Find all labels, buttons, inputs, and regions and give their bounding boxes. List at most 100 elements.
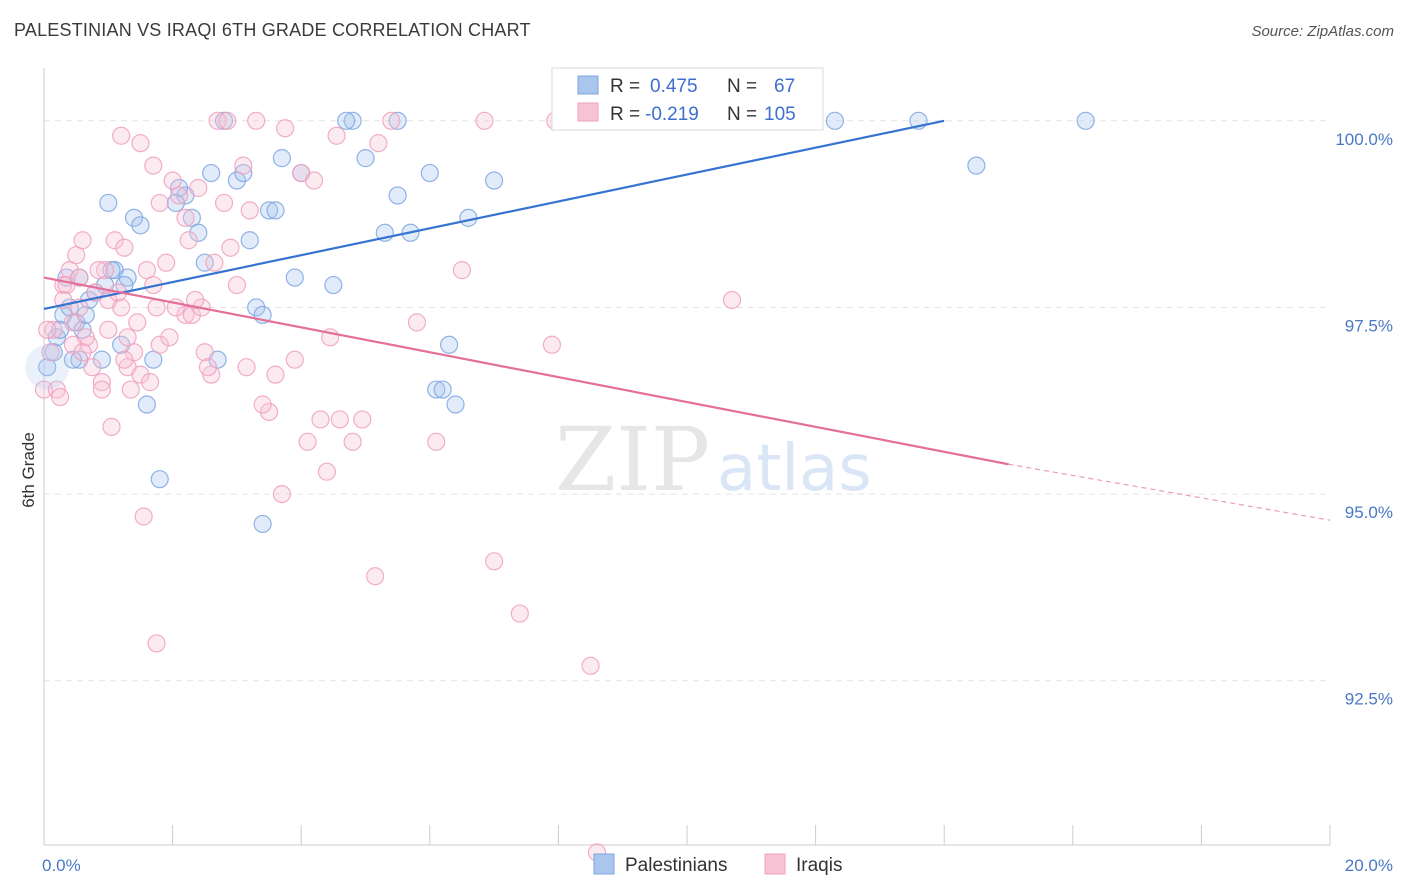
iraqis-point	[83, 358, 102, 377]
iraqis-point	[144, 156, 163, 175]
palestinians-point	[420, 163, 439, 183]
stats-legend: R = 0.475 N = 67 R = -0.219 N = 105	[551, 67, 824, 131]
iraqis-point	[92, 380, 111, 399]
iraqis-point	[195, 343, 214, 362]
iraqis-point	[38, 320, 57, 339]
gridlines	[44, 120, 1330, 682]
iraqis-trend-extension	[1008, 463, 1331, 521]
chart-source: Source: ZipAtlas.com	[1251, 23, 1394, 40]
iraqis-point	[272, 484, 292, 504]
iraqis-point	[99, 320, 118, 339]
iraqis-point	[160, 328, 179, 347]
palestinians-point	[272, 149, 292, 168]
iraqis-point	[285, 350, 304, 369]
watermark: ZIP atlas	[555, 408, 872, 511]
iraqis-point	[485, 552, 504, 571]
legend-n-value-1: 67	[774, 76, 795, 97]
iraqis-point	[237, 358, 256, 377]
iraqis-point	[247, 111, 266, 130]
x-tick-labels: 0.0% 20.0%	[42, 856, 1393, 875]
data-points	[25, 111, 1095, 862]
palestinians-point	[266, 201, 285, 220]
palestinians-cluster-marker	[25, 345, 70, 390]
iraqis-point	[176, 208, 195, 227]
legend-n-value-2: 105	[764, 104, 796, 125]
palestinians-point	[253, 514, 272, 534]
palestinians-point	[63, 350, 83, 369]
iraqis-point	[218, 111, 237, 130]
iraqis-point	[157, 253, 176, 272]
y-axis-label: 6th Grade	[19, 432, 38, 508]
series-legend: Palestinians Iraqis	[593, 853, 842, 876]
iraqis-point	[73, 343, 92, 362]
iraqis-point	[317, 462, 337, 481]
iraqis-point	[92, 373, 111, 392]
iraqis-point	[50, 387, 70, 407]
palestinians-point	[234, 163, 253, 183]
iraqis-point	[382, 111, 401, 130]
palestinians-point	[356, 149, 375, 168]
legend-r-label-1: R =	[610, 76, 640, 97]
palestinians-point	[388, 111, 407, 130]
iraqis-point	[214, 193, 234, 213]
palestinians-point	[131, 216, 150, 235]
watermark-atlas: atlas	[717, 432, 872, 506]
iraqis-point	[475, 111, 494, 130]
legend-r-value-1: 0.475	[650, 76, 698, 97]
iraqis-point	[147, 634, 166, 653]
iraqis-point	[208, 111, 227, 130]
iraqis-point	[198, 358, 218, 377]
iraqis-point	[115, 238, 134, 257]
watermark-zip: ZIP	[555, 408, 710, 511]
axes	[43, 68, 1331, 846]
palestinians-point	[150, 470, 169, 489]
palestinians-point	[240, 231, 259, 250]
iraqis-point	[330, 410, 349, 429]
palestinians-point	[102, 261, 121, 280]
x-tick-label-1: 20.0%	[1345, 856, 1393, 875]
palestinians-point	[967, 156, 986, 175]
iraqis-point	[179, 231, 198, 250]
y-tick-label-1: 97.5%	[1345, 316, 1393, 335]
palestinians-point	[195, 253, 214, 272]
legend-swatch-iraqis	[577, 102, 599, 122]
palestinians-point	[189, 223, 208, 242]
palestinians-point	[285, 268, 304, 287]
y-tick-label-0: 100.0%	[1335, 130, 1393, 149]
palestinians-point	[324, 275, 343, 295]
series-legend-iraqis: Iraqis	[796, 855, 842, 876]
iraqis-point	[118, 328, 137, 347]
iraqis-point	[581, 656, 600, 675]
iraqis-point	[311, 410, 330, 429]
iraqis-point	[44, 320, 63, 339]
iraqis-point	[221, 238, 240, 257]
palestinians-point	[446, 395, 465, 414]
iraqis-point	[95, 261, 115, 280]
legend-r-value-2: -0.219	[645, 104, 699, 125]
x-tick-label-0: 0.0%	[42, 856, 81, 875]
iraqis-point	[70, 268, 89, 287]
iraqis-point	[276, 119, 295, 138]
palestinians-point	[169, 178, 189, 198]
iraqis-point	[131, 365, 150, 384]
palestinians-point	[99, 193, 118, 213]
palestinians-point	[202, 163, 221, 183]
iraqis-point	[140, 373, 160, 392]
iraqis-point	[150, 193, 169, 213]
palestinians-trend-line	[43, 119, 945, 311]
iraqis-point	[176, 305, 195, 325]
iraqis-point	[369, 134, 388, 153]
palestinians-point	[1076, 111, 1095, 130]
series-legend-palestinians: Palestinians	[625, 855, 727, 876]
iraqis-point	[205, 253, 224, 272]
palestinians-point	[388, 186, 407, 205]
iraqis-point	[234, 156, 253, 175]
iraqis-point	[131, 134, 150, 153]
iraqis-point	[105, 231, 124, 250]
iraqis-point	[253, 395, 272, 414]
palestinians-point	[427, 380, 446, 399]
iraqis-point	[542, 335, 562, 354]
iraqis-point	[186, 290, 205, 310]
trend-lines	[43, 119, 1331, 521]
